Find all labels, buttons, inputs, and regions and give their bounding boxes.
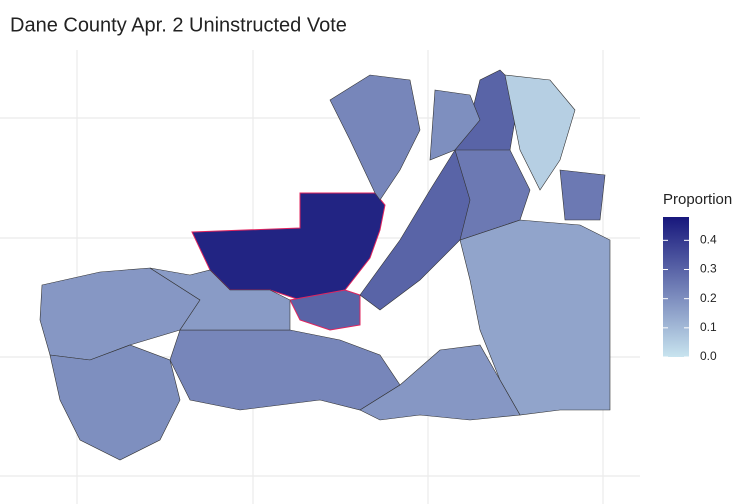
region [459, 219, 611, 416]
region [504, 74, 576, 191]
region [289, 289, 361, 331]
colorbar-tick-label: 0.4 [700, 233, 717, 247]
region [329, 74, 421, 201]
region [39, 267, 201, 361]
region [559, 169, 606, 221]
legend-title: Proportion [663, 191, 732, 208]
regions [39, 69, 611, 461]
colorbar-tick-label: 0.2 [700, 291, 717, 305]
region [429, 89, 481, 161]
region [49, 344, 181, 461]
region [454, 149, 531, 241]
region [359, 344, 521, 421]
region [169, 329, 401, 411]
colorbar-tick-label: 0.1 [700, 320, 717, 334]
colorbar-tick-label: 0.3 [700, 262, 717, 276]
region [149, 267, 291, 331]
colorbar [663, 217, 689, 357]
colorbar-tick-label: 0.0 [700, 349, 717, 363]
map-title: Dane County Apr. 2 Uninstructed Vote [10, 14, 347, 36]
